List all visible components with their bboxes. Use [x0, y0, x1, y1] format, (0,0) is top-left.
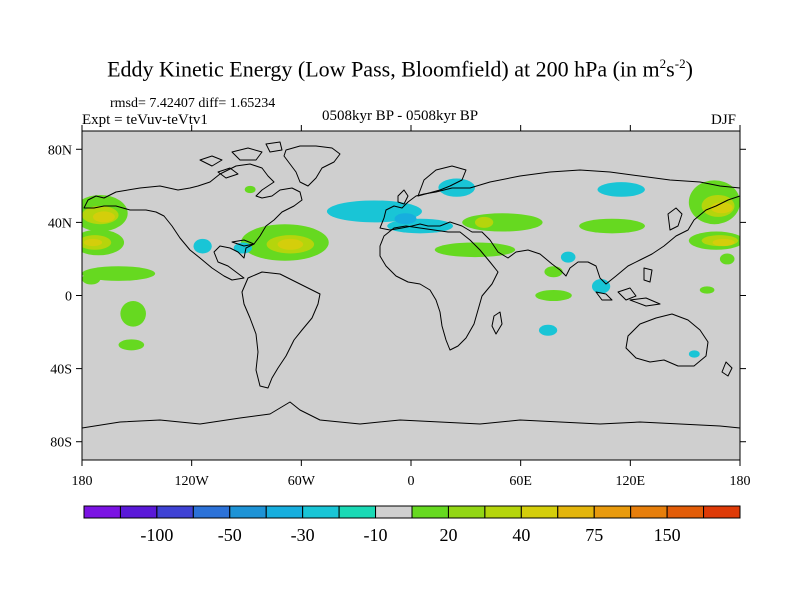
coast-cuba: [231, 239, 255, 247]
anomaly-blob-18: [394, 213, 417, 225]
anomaly-blob-20: [462, 213, 543, 232]
x-tick-label: 120E: [616, 474, 646, 489]
coast-maritime-asia: [595, 267, 661, 307]
coast-scandinavia: [417, 165, 467, 197]
colorbar-swatch: [265, 505, 304, 519]
coast-britain: [397, 189, 409, 205]
y-tick-label: 0: [65, 290, 72, 305]
colorbar-swatch: [192, 505, 231, 519]
colorbar-label: -100: [140, 525, 173, 545]
coast-africa: [379, 225, 499, 351]
anomaly-blob-9: [118, 339, 145, 351]
season-label: DJF: [711, 112, 737, 128]
colorbar: -100 -50 -30 -10 20 40 75 150: [83, 505, 741, 545]
anomaly-blob-14: [277, 238, 304, 250]
colorbar-swatch: [630, 505, 668, 519]
experiment-label: Expt = teVuv-teVtv1: [82, 112, 208, 128]
y-tick-label: 40N: [48, 216, 72, 231]
coast-south-america: [241, 271, 321, 389]
coast-greenland: [283, 145, 341, 187]
colorbar-swatch: [703, 505, 741, 519]
anomaly-blob-21: [474, 216, 494, 228]
y-tick-label: 80S: [50, 436, 72, 451]
anomaly-blob-8: [120, 300, 146, 327]
coast-arctic-islands: [199, 141, 283, 179]
colorbar-label: 150: [654, 525, 681, 545]
map-axes: 180 120W 60W 0 60E 120E 180 80N 40N 0 40S 80S: [48, 125, 751, 489]
colorbar-swatch: [302, 505, 340, 519]
coastlines: [82, 141, 740, 429]
x-tick-label: 60E: [509, 474, 532, 489]
colorbar-swatch: [229, 505, 267, 519]
coast-australia: [625, 313, 709, 367]
chart-title: Eddy Kinetic Energy (Low Pass, Bloomfiel…: [107, 56, 693, 82]
colorbar-swatch: [338, 505, 377, 519]
anomaly-blob-37: [719, 253, 735, 265]
colorbar-label: 40: [512, 525, 530, 545]
colorbar-label: -30: [291, 525, 315, 545]
anomaly-fields: [82, 178, 740, 358]
anomaly-blob-2: [92, 211, 115, 223]
anomaly-blob-10: [244, 185, 256, 194]
anomaly-blob-30: [688, 350, 700, 358]
coast-japan: [667, 207, 683, 231]
coast-madagascar: [491, 311, 503, 335]
anomaly-blob-29: [538, 324, 558, 336]
anomaly-blob-15: [233, 242, 252, 254]
anomaly-blob-25: [560, 251, 576, 263]
colorbar-swatch: [484, 505, 522, 519]
colorbar-label: -50: [218, 525, 242, 545]
colorbar-label: 75: [585, 525, 603, 545]
anomaly-blob-38: [699, 286, 715, 294]
rmsd-diff-stats: rmsd= 7.42407 diff= 1.65234: [110, 96, 276, 111]
colorbar-swatch: [520, 505, 559, 519]
coast-antarctica: [82, 401, 740, 429]
y-tick-label: 40S: [50, 363, 72, 378]
anomaly-blob-33: [710, 202, 733, 214]
anomaly-blob-22: [434, 242, 516, 258]
colorbar-swatch: [119, 505, 158, 519]
colorbar-label: 20: [439, 525, 457, 545]
x-tick-label: 0: [408, 474, 415, 489]
colorbar-swatch: [447, 505, 486, 519]
anomaly-blob-5: [83, 238, 103, 247]
x-tick-label: 60W: [288, 474, 316, 489]
coast-eurasia: [379, 169, 740, 285]
x-tick-label: 120W: [175, 474, 210, 489]
y-tick-label: 80N: [48, 143, 72, 158]
anomaly-blob-28: [535, 290, 572, 301]
coast-north-america: [83, 163, 303, 281]
x-tick-label: 180: [72, 474, 93, 489]
colorbar-swatch: [411, 505, 449, 519]
anomaly-blob-7: [82, 273, 101, 285]
colorbar-swatch: [593, 505, 632, 519]
coast-new-zealand: [721, 361, 733, 377]
anomaly-blob-23: [597, 182, 645, 197]
colorbar-label: -10: [364, 525, 388, 545]
colorbar-swatch: [557, 505, 595, 519]
colorbar-swatch: [83, 505, 121, 519]
period-label: 0508kyr BP - 0508kyr BP: [321, 108, 479, 124]
anomaly-blob-11: [193, 238, 212, 254]
x-tick-label: 180: [730, 474, 751, 489]
anomaly-blob-6: [82, 266, 156, 281]
map-background: [82, 131, 740, 460]
colorbar-swatch: [375, 505, 413, 519]
colorbar-swatch: [666, 505, 705, 519]
anomaly-blob-27: [591, 279, 611, 294]
colorbar-swatch: [156, 505, 194, 519]
anomaly-blob-36: [712, 238, 735, 247]
anomaly-blob-24: [579, 218, 645, 234]
anomaly-blob-26: [544, 266, 563, 278]
